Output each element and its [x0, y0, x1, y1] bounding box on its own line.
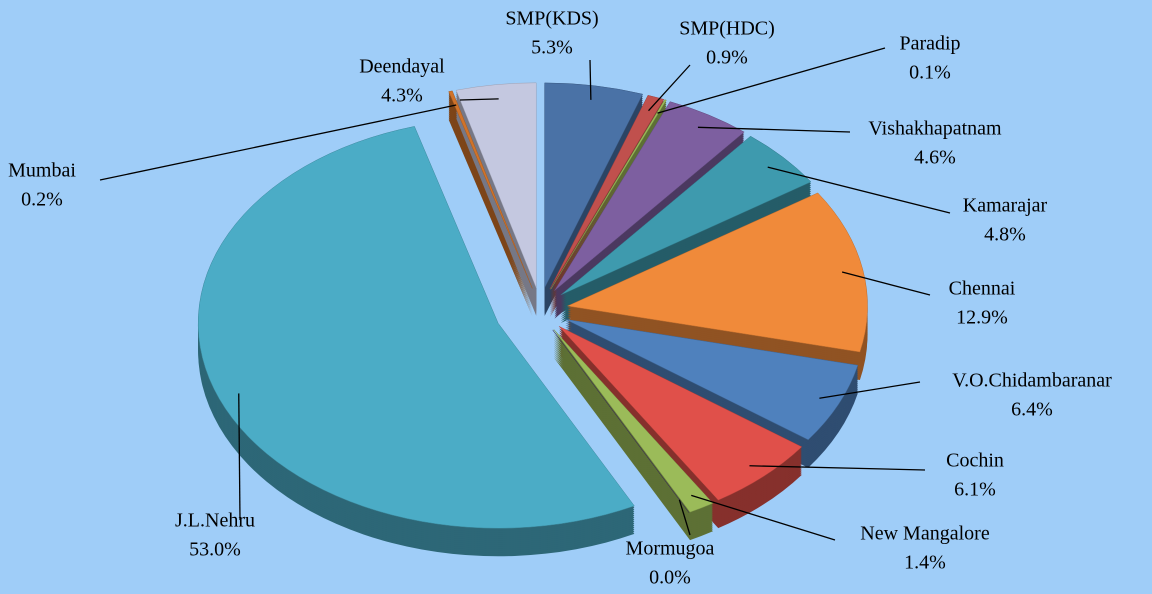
value-label: 0.0% — [649, 567, 691, 589]
slice — [558, 326, 803, 501]
value-label: 4.6% — [914, 147, 956, 169]
value-label: 12.9% — [956, 307, 1008, 329]
value-label: 6.4% — [1011, 399, 1053, 421]
slice-label: New Mangalore — [860, 523, 990, 545]
leader-line — [819, 381, 921, 399]
slice-side — [448, 116, 533, 315]
slice — [197, 126, 635, 529]
slice-label: V.O.Chidambaranar — [952, 370, 1112, 392]
slice-side — [550, 105, 667, 296]
slice — [448, 90, 533, 289]
leader-line — [749, 465, 926, 471]
value-label: 0.1% — [909, 62, 951, 84]
slice-label: Cochin — [946, 450, 1004, 472]
leader-line — [767, 166, 951, 214]
slice-label: Paradip — [899, 33, 960, 55]
value-label: 4.8% — [984, 224, 1026, 246]
slice-label: SMP(HDC) — [679, 18, 775, 40]
slice-side — [448, 106, 533, 305]
slice-label: Mumbai — [8, 160, 76, 182]
slice-label: SMP(KDS) — [505, 8, 598, 30]
slice-label: Vishakhapatnam — [868, 118, 1002, 140]
slice-tops — [197, 82, 868, 529]
leader-line — [459, 98, 499, 101]
slice — [550, 99, 667, 290]
value-label: 4.3% — [381, 85, 423, 107]
leader-line — [678, 499, 691, 536]
leader-line — [697, 126, 851, 133]
slice — [566, 192, 868, 353]
leader-line — [841, 271, 931, 296]
slice — [553, 329, 714, 513]
slice — [455, 82, 537, 288]
slice-label: J.L.Nehru — [175, 510, 255, 532]
slice — [549, 95, 665, 290]
value-label: 0.2% — [21, 189, 63, 211]
slice-side — [448, 110, 533, 309]
slice — [565, 319, 859, 441]
slice-side — [448, 114, 533, 313]
leader-line — [238, 393, 241, 521]
value-label: 53.0% — [189, 539, 241, 561]
slice-side — [550, 103, 667, 294]
slice-label: Mormugoa — [626, 538, 715, 560]
slice-side — [448, 108, 533, 307]
slice-side — [448, 118, 533, 317]
value-label: 0.9% — [706, 47, 748, 69]
slice — [544, 82, 644, 289]
slice — [560, 135, 812, 296]
value-label: 5.3% — [531, 37, 573, 59]
value-label: 6.1% — [954, 479, 996, 501]
slice-label: Chennai — [949, 278, 1016, 300]
leader-line — [657, 47, 886, 114]
leaders — [99, 47, 951, 541]
leader-line — [589, 59, 592, 100]
slice-label: Kamarajar — [963, 195, 1048, 217]
leader-line — [648, 64, 691, 112]
slice-side — [448, 112, 533, 311]
value-label: 1.4% — [904, 552, 946, 574]
slice-side — [550, 101, 667, 292]
slice-label: Deendayal — [359, 56, 445, 78]
slice — [554, 101, 745, 291]
leader-line — [691, 494, 836, 541]
leader-line — [99, 104, 457, 181]
